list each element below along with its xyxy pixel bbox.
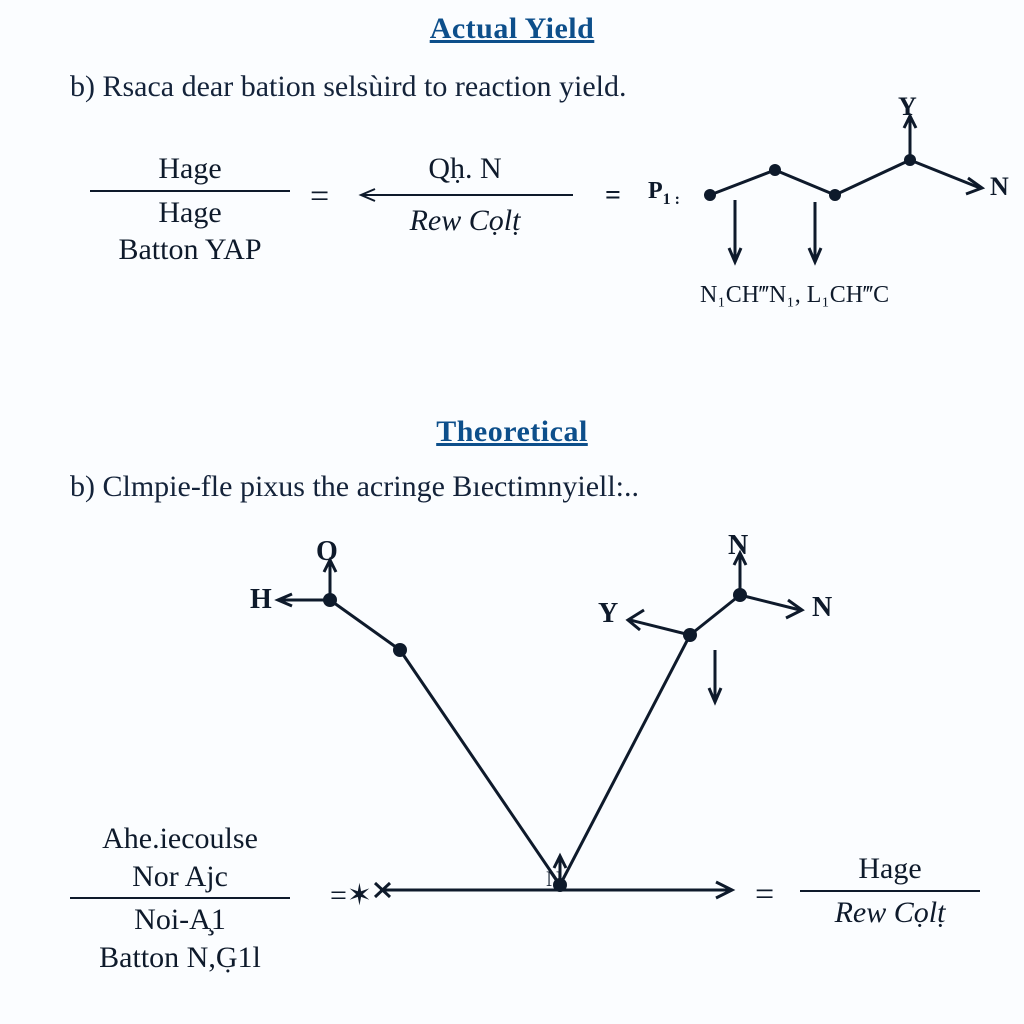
dia-N-top: N (728, 530, 748, 562)
fl-bar (70, 897, 290, 899)
section2-prompt: b) Clmpie-fle pixus the acringe Bıectimn… (70, 470, 639, 504)
fr-den: Rew Cọlṭ (800, 894, 980, 932)
fl-den2: Batton N,G̣1l (70, 939, 290, 977)
fr-bar (800, 890, 980, 892)
fraction-qhn: Qḥ. N Rew Cọlṭ (370, 150, 560, 239)
equals-1: = (310, 178, 329, 216)
frac2-arrow-bar (355, 188, 575, 202)
molecule-top (680, 110, 1010, 310)
equals-star: =✶ (330, 878, 372, 913)
mol-Y-label: Y (898, 92, 917, 122)
mol-N-label: N (990, 172, 1009, 202)
fraction-hage: Hage Hage Batton YAP (90, 150, 290, 269)
fl-num1: Ahe.iecoulse (70, 820, 290, 858)
fraction-right-bottom: Hage Rew Cọlṭ (800, 850, 980, 931)
fl-num2: Nor Ajc (70, 858, 290, 896)
p-label: P1 : (648, 178, 680, 205)
fr-num: Hage (800, 850, 980, 888)
p-main: P (648, 178, 663, 204)
frac2-den: Rew Cọlṭ (370, 202, 560, 240)
page: Actual Yield b) Rsaca dear bation selsùi… (0, 0, 1024, 1024)
mol-caption: N₁CH‴N₁, L₁CH‴C (700, 282, 889, 309)
frac1-den2: Batton YAP (90, 231, 290, 269)
dia-H: H (250, 584, 272, 616)
heading-actual-yield: Actual Yield (0, 12, 1024, 46)
dia-O: O (316, 536, 338, 568)
heading-theoretical: Theoretical (0, 415, 1024, 449)
p-sub: 1 : (663, 191, 680, 208)
fraction-left-bottom: Ahe.iecoulse Nor Ajc Noi-A̧1 Batton N,G̣… (70, 820, 290, 976)
dia-N-side: N (812, 592, 832, 624)
dia-Y: Y (598, 598, 618, 630)
dia-apex-n: N (546, 866, 562, 892)
frac2-num: Qḥ. N (370, 150, 560, 188)
frac1-num: Hage (90, 150, 290, 188)
frac1-den1: Hage (90, 194, 290, 232)
equals-2: = (605, 180, 621, 212)
fl-den1: Noi-A̧1 (70, 901, 290, 939)
section1-prompt: b) Rsaca dear bation selsùird to reactio… (70, 70, 626, 104)
frac1-bar (90, 190, 290, 192)
equals-3: = (755, 876, 774, 914)
